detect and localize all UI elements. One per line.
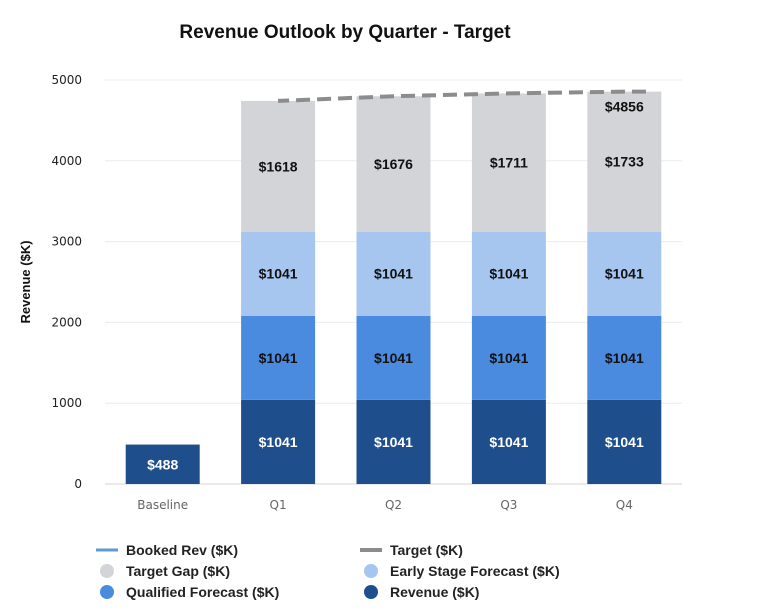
bar-segment	[587, 91, 662, 232]
x-tick-label: Baseline	[137, 498, 188, 512]
bar-segment	[356, 315, 431, 400]
legend: Booked Rev ($K) Target ($K) Target Gap ($K…	[96, 542, 560, 600]
legend-label: Qualified Forecast ($K)	[126, 584, 279, 600]
legend-dot-swatch	[100, 585, 114, 599]
bar-segment	[587, 315, 662, 400]
bar-value-label: $1041	[605, 266, 644, 282]
bars	[125, 91, 662, 484]
y-tick-label: 3000	[51, 235, 82, 249]
bar-value-label: $1618	[259, 158, 298, 174]
target-line-path	[278, 89, 652, 103]
bar-value-label: $488	[147, 456, 178, 472]
bar-segment	[471, 93, 546, 232]
legend-label: Booked Rev ($K)	[126, 542, 238, 558]
legend-dot-swatch	[364, 585, 378, 599]
y-tick-label: 5000	[51, 73, 82, 87]
bar-labels: $488 $1041 $1041 $1041 $1618 $1041 $1041 $1041 $…	[147, 99, 644, 473]
bar-value-label: $1676	[374, 156, 413, 172]
bar-segment	[587, 399, 662, 484]
bar-segment	[125, 444, 200, 484]
legend-dot-swatch	[364, 564, 378, 578]
bar-value-label: $1041	[489, 350, 528, 366]
bar-segment	[471, 399, 546, 484]
chart-title: Revenue Outlook by Quarter - Target	[179, 22, 511, 43]
x-tick-label: Q2	[385, 498, 402, 512]
bar-segment	[356, 399, 431, 484]
x-tick-label: Q4	[616, 498, 633, 512]
bar-value-label: $1041	[605, 434, 644, 450]
bar-value-label: $1041	[259, 266, 298, 282]
bar-segment	[241, 231, 316, 316]
bar-segment	[356, 96, 431, 232]
x-axis-ticks: Baseline Q1 Q2 Q3 Q4	[137, 498, 633, 512]
bar-value-label: $1733	[605, 154, 644, 170]
bar-value-label: $1041	[489, 434, 528, 450]
y-tick-label: 0	[74, 477, 82, 491]
y-axis-label: Revenue ($K)	[18, 240, 33, 323]
y-tick-label: 4000	[51, 154, 82, 168]
bar-segment	[241, 315, 316, 400]
bar-segment	[241, 399, 316, 484]
bar-value-label: $1041	[489, 266, 528, 282]
legend-label: Revenue ($K)	[390, 584, 479, 600]
legend-label: Target Gap ($K)	[126, 563, 230, 579]
bar-segment	[471, 231, 546, 316]
bar-value-label: $1041	[259, 350, 298, 366]
bar-value-label: $1041	[374, 350, 413, 366]
legend-dot-swatch	[100, 564, 114, 578]
total-annotation: $4856	[605, 99, 644, 115]
bar-segment	[356, 231, 431, 316]
bar-segment	[471, 315, 546, 400]
bar-value-label: $1041	[374, 266, 413, 282]
legend-label: Early Stage Forecast ($K)	[390, 563, 560, 579]
target-line	[278, 89, 652, 103]
bar-segment	[587, 231, 662, 316]
y-tick-label: 1000	[51, 396, 82, 410]
y-tick-label: 2000	[51, 315, 82, 329]
bar-value-label: $1041	[605, 350, 644, 366]
bar-value-label: $1711	[490, 155, 528, 171]
bar-segment	[241, 100, 316, 232]
bar-value-label: $1041	[374, 434, 413, 450]
x-tick-label: Q1	[270, 498, 287, 512]
legend-label: Target ($K)	[390, 542, 463, 558]
bar-value-label: $1041	[259, 434, 298, 450]
y-axis-ticks: 0 1000 2000 3000 4000 5000	[51, 73, 82, 491]
x-tick-label: Q3	[500, 498, 517, 512]
